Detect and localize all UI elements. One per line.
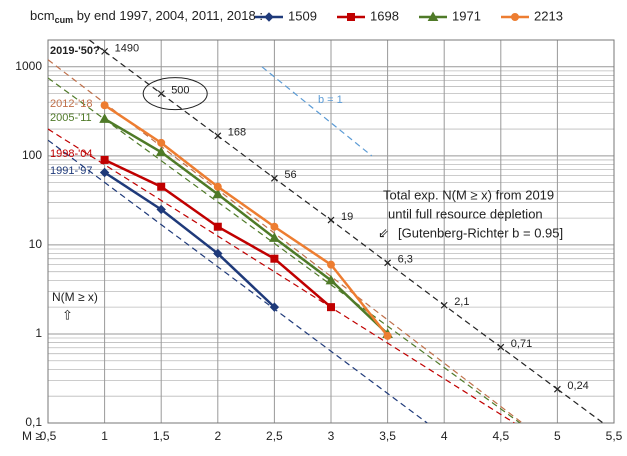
marker [264,12,274,22]
marker [155,146,167,157]
x-tick-label: 3,5 [379,429,396,443]
projection-label: 1490 [115,42,139,54]
highlight-ellipse [142,77,208,111]
marker [383,331,392,340]
legend-label: 2213 [534,8,563,23]
fit-line [261,66,373,157]
note-line: [Gutenberg-Richter b = 0.95] [398,225,563,240]
marker [100,155,109,164]
fit-label: 2012-'18 [50,98,92,110]
series-line [103,117,389,335]
legend-label: 1971 [452,8,481,23]
projection-label: 56 [284,169,296,181]
x-tick-label: 4 [441,429,448,443]
marker [213,248,223,259]
projection-label: 2,1 [454,296,469,308]
marker [427,11,439,21]
projection-marker [101,47,109,55]
marker [270,222,279,231]
marker [270,254,279,263]
fit-line [48,128,515,423]
y-tick-label: 1 [35,326,42,340]
projection-marker [214,132,222,140]
x-tick-label: 2,5 [266,429,283,443]
marker [212,188,224,199]
note-line: until full resource depletion [388,206,543,221]
y-arrow: ⇧ [62,307,73,322]
x-tick-label: 1,5 [153,429,170,443]
marker [213,222,222,231]
marker [325,274,337,285]
projection-marker [270,174,278,182]
y-tick-label: 10 [29,237,43,251]
x-axis-label: M ≥ [22,429,42,443]
marker [213,182,222,191]
legend-title: bcmcum by end 1997, 2004, 2011, 2018 : [30,8,263,25]
y-tick-label: 0,1 [25,415,42,429]
projection-marker [440,301,448,309]
series-line [103,171,276,309]
projection-marker [327,216,335,224]
marker [347,13,355,21]
fit-label: 2005-'11 [50,112,92,124]
series-line [103,104,389,337]
y-label: N(M ≥ x) [52,290,98,304]
fit-label: b = 1 [318,94,343,106]
marker [327,260,335,269]
y-tick-label: 1000 [15,59,42,73]
projection-label: 0,24 [567,380,588,392]
projection-label: 500 [171,85,189,97]
projection-label: 0,71 [511,338,532,350]
fit-label: 1991-'97 [50,165,92,177]
projection-label: 19 [341,211,353,223]
marker [157,182,166,191]
x-tick-label: 5,5 [606,429,623,443]
note-line: Total exp. N(M ≥ x) from 2019 [383,187,554,202]
marker [269,232,280,242]
plot-frame [47,39,615,424]
fit-label: 1998-'04 [50,148,92,160]
projection-label: 6,3 [398,254,413,266]
x-tick-label: 0,5 [40,429,57,443]
marker [100,101,109,110]
projection-tag: 2019-'50? [50,45,100,57]
fit-line [48,139,428,423]
projection-marker [157,90,165,98]
marker [99,167,110,178]
x-tick-label: 1 [101,429,108,443]
legend-label: 1698 [370,8,399,23]
x-tick-label: 3 [328,429,335,443]
x-tick-label: 4,5 [492,429,509,443]
x-tick-label: 2 [214,429,221,443]
y-tick-label: 100 [22,148,42,162]
marker [511,13,519,21]
projection-marker [384,259,392,267]
marker [327,303,335,312]
projection-marker [553,385,561,393]
marker [156,204,166,215]
fit-line [48,77,521,423]
marker [99,113,110,123]
marker [157,138,166,147]
legend-label: 1509 [288,8,317,23]
x-tick-label: 5 [554,429,561,443]
note-arrow: ⇙ [378,225,389,240]
projection-marker [497,343,505,351]
marker [269,302,280,312]
projection-label: 168 [228,127,246,139]
